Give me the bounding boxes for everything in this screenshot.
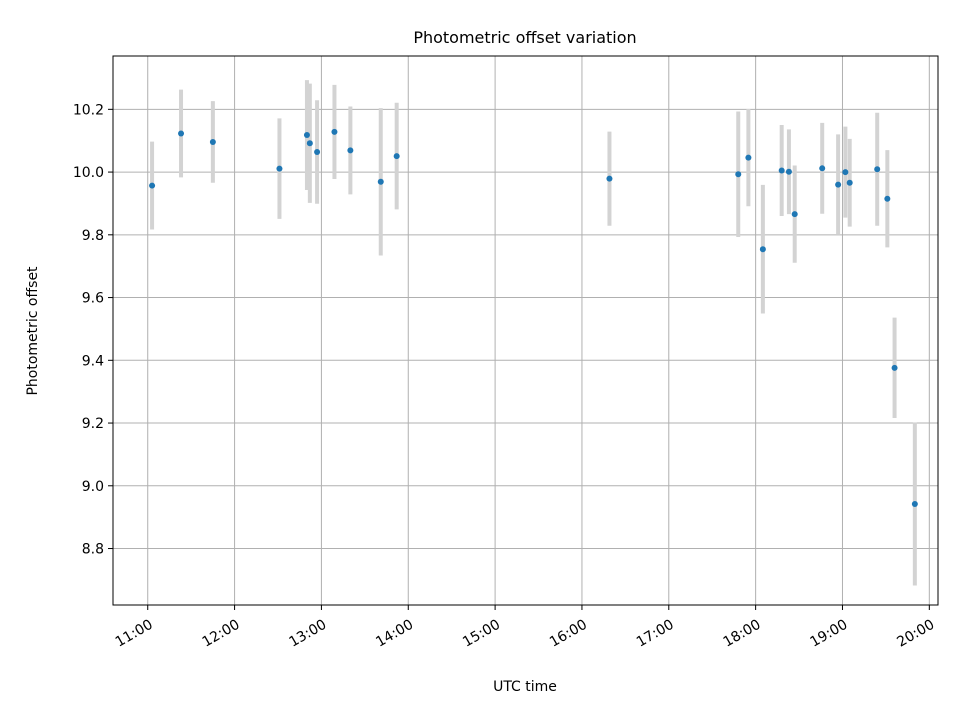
data-point (331, 128, 338, 135)
data-point (778, 167, 785, 174)
data-point (149, 182, 156, 189)
x-tick-label: 20:00 (894, 617, 937, 651)
data-point (846, 179, 853, 186)
data-point (306, 140, 313, 147)
data-point (735, 171, 742, 178)
plot-frame (112, 55, 939, 606)
y-tick-label: 9.4 (82, 353, 104, 369)
data-point (347, 147, 354, 154)
x-tick-label: 13:00 (286, 617, 329, 651)
x-axis-label: UTC time (493, 679, 557, 695)
y-tick-label: 9.2 (82, 416, 104, 432)
y-axis-label: Photometric offset (25, 266, 41, 396)
data-point (911, 500, 918, 507)
x-tick-label: 19:00 (808, 617, 851, 651)
y-tick-label: 10.0 (73, 165, 104, 181)
error-bars (150, 80, 917, 586)
chart-title: Photometric offset variation (413, 28, 636, 47)
data-point (303, 132, 310, 139)
data-point (209, 138, 216, 145)
data-point (178, 130, 185, 137)
data-point (884, 195, 891, 202)
data-point (891, 364, 898, 371)
data-point (874, 166, 881, 173)
data-points (149, 128, 918, 507)
x-tick-label: 11:00 (113, 617, 156, 651)
data-point (393, 153, 400, 160)
y-tick-label: 10.2 (73, 102, 104, 118)
data-point (819, 165, 826, 172)
y-axis-ticks: 8.8 9.0 9.2 9.4 9.6 9.8 10.0 10.2 (73, 102, 113, 558)
data-point (791, 211, 798, 218)
x-tick-label: 18:00 (721, 617, 764, 651)
x-axis-ticks: 11:00 12:00 13:00 14:00 15:00 16:00 17:00 18:00… (113, 605, 937, 651)
data-point (785, 168, 792, 175)
data-point (314, 148, 321, 155)
y-tick-label: 8.8 (82, 542, 104, 558)
x-tick-label: 15:00 (460, 617, 503, 651)
data-point (276, 165, 283, 172)
data-point (745, 154, 752, 161)
grid (113, 56, 938, 605)
x-tick-label: 12:00 (200, 617, 243, 651)
data-point (842, 169, 849, 176)
data-point (377, 178, 384, 185)
y-tick-label: 9.0 (82, 479, 104, 495)
y-tick-label: 9.6 (82, 291, 104, 307)
data-point (835, 181, 842, 188)
x-tick-label: 16:00 (547, 617, 590, 651)
y-tick-label: 9.8 (82, 228, 104, 244)
data-point (606, 175, 613, 182)
data-point (759, 246, 766, 253)
x-tick-label: 17:00 (634, 617, 677, 651)
x-tick-label: 14:00 (373, 617, 416, 651)
